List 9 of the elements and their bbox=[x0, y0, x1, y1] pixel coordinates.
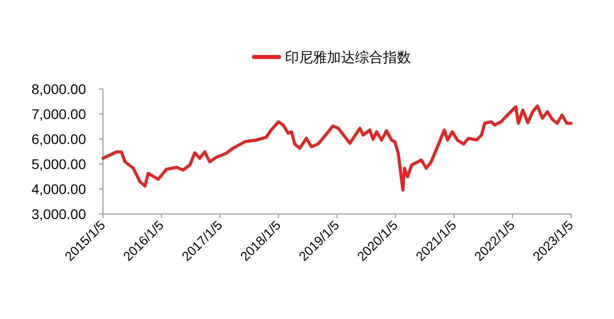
legend-label: 印尼雅加达综合指数 bbox=[285, 49, 411, 65]
legend: 印尼雅加达综合指数 bbox=[252, 49, 411, 65]
y-tick-label: 3,000.00 bbox=[32, 206, 86, 222]
y-tick-label: 8,000.00 bbox=[32, 81, 86, 97]
y-tick-label: 7,000.00 bbox=[32, 106, 86, 122]
y-tick-label: 6,000.00 bbox=[32, 131, 86, 147]
y-tick-label: 5,000.00 bbox=[32, 156, 86, 172]
line-series bbox=[102, 104, 572, 192]
y-tick-label: 4,000.00 bbox=[32, 181, 86, 197]
